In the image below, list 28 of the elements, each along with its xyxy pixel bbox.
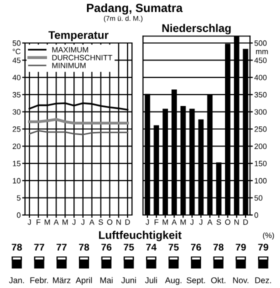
chart-title: Padang, Sumatra (86, 3, 183, 15)
category-label: Jan. (9, 277, 24, 284)
category-label: Okt. (211, 277, 226, 284)
data-label: 75 (124, 244, 134, 251)
category-label: April (76, 277, 92, 285)
data-label: 79 (258, 244, 268, 251)
category-label: Aug. (165, 277, 182, 285)
category-label: Juli (145, 277, 157, 284)
category-label: Febr. (30, 277, 48, 284)
data-label: 75 (168, 244, 179, 251)
text: Luftfeuchtigkeit (99, 230, 182, 242)
data-label: 77 (56, 244, 67, 251)
data-label: 78 (79, 244, 90, 251)
data-label: 76 (191, 244, 202, 251)
category-label: Mai (100, 277, 113, 284)
data-label: 79 (236, 244, 246, 251)
data-label: 77 (34, 244, 44, 251)
category-label: Dez. (255, 277, 272, 284)
category-label: Sept. (186, 277, 205, 285)
x-axis-title: Temperatur (48, 31, 108, 42)
data-label: 76 (101, 244, 112, 251)
data-label: 74 (146, 244, 157, 251)
x-axis-title: Niederschlag (162, 24, 231, 34)
category-label: Nov. (233, 277, 248, 284)
category-label: März (53, 277, 70, 284)
data-label: 78 (12, 244, 22, 251)
data-label: 78 (213, 244, 224, 251)
category-label: Juni (121, 277, 136, 284)
